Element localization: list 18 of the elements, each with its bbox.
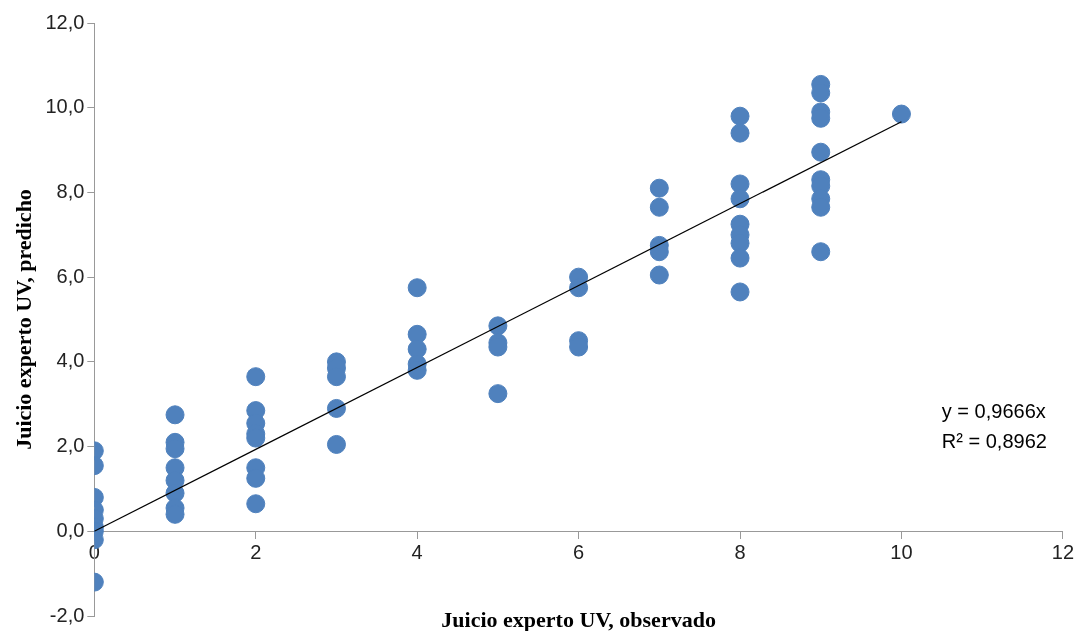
annotation: R² = 0,8962 bbox=[941, 430, 1047, 453]
x-tick-label: 2 bbox=[250, 540, 262, 563]
x-tick-label: 8 bbox=[734, 540, 746, 563]
y-tick-label: 0,0 bbox=[56, 518, 85, 541]
y-tick-label: 4,0 bbox=[56, 349, 85, 372]
y-tick-label: 10,0 bbox=[45, 95, 85, 118]
x-tick-label: 10 bbox=[890, 540, 913, 563]
x-tick-label: 12 bbox=[1051, 540, 1074, 563]
y-tick-label: 12,0 bbox=[45, 10, 85, 33]
y-tick-label: 6,0 bbox=[56, 264, 85, 287]
y-axis-title: Juicio experto UV, predicho bbox=[10, 189, 36, 450]
x-tick-label: 6 bbox=[573, 540, 585, 563]
y-tick-label: 2,0 bbox=[56, 434, 85, 457]
annotation: y = 0,9666x bbox=[941, 400, 1046, 423]
y-tick-label: 8,0 bbox=[56, 179, 85, 202]
y-tick-label: -2,0 bbox=[49, 603, 85, 626]
x-tick-label: 4 bbox=[411, 540, 423, 563]
x-axis-title: Juicio experto UV, observado bbox=[441, 607, 716, 633]
